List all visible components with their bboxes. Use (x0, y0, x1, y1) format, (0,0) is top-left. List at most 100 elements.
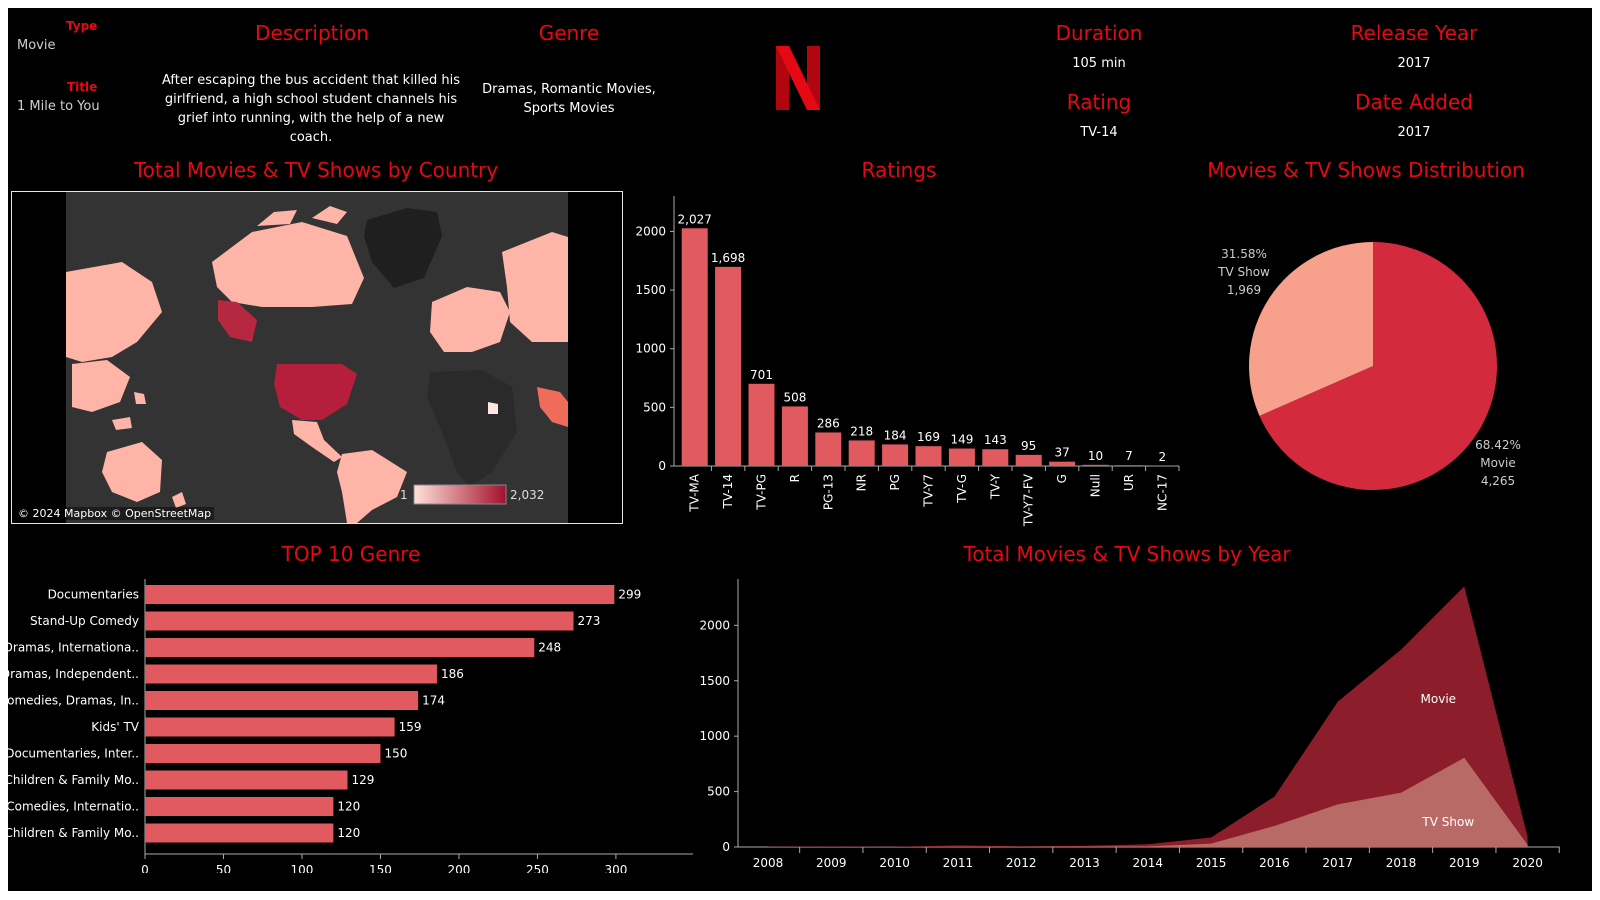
year-ytick-label: 2000 (699, 618, 730, 632)
genre-value-label: 299 (618, 588, 641, 602)
genre-value: Dramas, Romantic Movies, Sports Movies (482, 82, 656, 116)
ratings-category-label: TV-Y7-FV (1022, 473, 1036, 527)
ratings-value-label: 2 (1158, 450, 1166, 464)
distribution-title: Movies & TV Shows Distribution (1207, 158, 1525, 182)
year-chart-title: Total Movies & TV Shows by Year (963, 542, 1291, 566)
ratings-bar (781, 406, 808, 466)
dashboard: Type Movie Title 1 Mile to You Descripti… (8, 8, 1592, 891)
genre-bar (145, 664, 437, 684)
year-xtick-label: 2018 (1386, 856, 1417, 870)
genre-category-label: Documentaries, Inter.. (8, 747, 139, 761)
genre-value-label: 159 (399, 720, 422, 734)
ratings-bar (1015, 454, 1042, 466)
genre-category-label: Children & Family Mo.. (8, 826, 139, 840)
release-year-value: 2017 (1397, 56, 1431, 71)
ratings-category-label: UR (1122, 474, 1136, 491)
ratings-category-label: TV-PG (755, 474, 769, 511)
ratings-value-label: 508 (783, 390, 806, 404)
genre-value-label: 174 (422, 694, 445, 708)
genre-xtick-label: 50 (216, 863, 231, 873)
year-series-label-tv-show: TV Show (1421, 815, 1474, 829)
year-xtick-label: 2015 (1196, 856, 1227, 870)
ratings-category-label: NR (855, 474, 869, 491)
genre-category-label: Dramas, Independent.. (8, 667, 139, 681)
pie-pct-label: 31.58% (1221, 247, 1267, 261)
year-xtick-label: 2014 (1133, 856, 1164, 870)
genre-value-label: 273 (578, 614, 601, 628)
ratings-category-label: TV-Y (988, 473, 1002, 500)
date-added-value: 2017 (1397, 125, 1431, 140)
ratings-ytick-label: 2000 (635, 224, 666, 238)
duration-value: 105 min (1072, 56, 1126, 71)
pie-name-label: Movie (1480, 456, 1516, 470)
ratings-category-label: TV-14 (721, 474, 735, 509)
year-series-label-movie: Movie (1421, 692, 1457, 706)
ratings-value-label: 95 (1021, 439, 1036, 453)
rating-value: TV-14 (1080, 125, 1118, 140)
ratings-value-label: 169 (917, 430, 940, 444)
year-xtick-label: 2019 (1449, 856, 1480, 870)
ratings-category-label: G (1055, 474, 1069, 483)
genre-xtick-label: 150 (369, 863, 392, 873)
year-xtick-label: 2020 (1512, 856, 1543, 870)
description-value: After escaping the bus accident that kil… (161, 73, 461, 145)
year-area-tv-show (768, 757, 1528, 847)
ratings-value-label: 149 (950, 433, 973, 447)
ratings-value-label: 37 (1054, 446, 1069, 460)
pie-name-label: TV Show (1217, 265, 1270, 279)
pie-value-label: 4,265 (1481, 474, 1515, 488)
type-value: Movie (17, 38, 56, 53)
ratings-bar (681, 228, 708, 466)
ratings-category-label: TV-G (955, 474, 969, 504)
ratings-ytick-label: 1500 (635, 283, 666, 297)
genre-value-label: 186 (441, 667, 464, 681)
map-legend-min: 1 (400, 488, 408, 502)
year-ytick-label: 1500 (699, 674, 730, 688)
genre-value-label: 248 (538, 641, 561, 655)
genre-xtick-label: 250 (526, 863, 549, 873)
genre-value-label: 120 (337, 826, 360, 840)
year-ytick-label: 0 (722, 840, 730, 854)
ratings-ytick-label: 1000 (635, 342, 666, 356)
genre-value-label: 150 (384, 747, 407, 761)
map-attribution[interactable]: © 2024 Mapbox © OpenStreetMap (15, 507, 215, 520)
year-xtick-label: 2011 (943, 856, 974, 870)
country-map[interactable]: 1 2,032 © 2024 Mapbox © OpenStreetMap (11, 191, 623, 524)
genre-xtick-label: 200 (447, 863, 470, 873)
genre-xtick-label: 300 (604, 863, 627, 873)
year-xtick-label: 2013 (1069, 856, 1100, 870)
genre-category-label: Documentaries (48, 588, 139, 602)
ratings-value-label: 7 (1125, 449, 1133, 463)
genre-bar (145, 611, 574, 631)
genre-bar (145, 717, 395, 737)
ratings-value-label: 143 (984, 433, 1007, 447)
year-xtick-label: 2016 (1259, 856, 1290, 870)
ratings-ytick-label: 500 (643, 400, 666, 414)
ratings-bar (748, 383, 775, 466)
ratings-value-label: 701 (750, 368, 773, 382)
ratings-value-label: 2,027 (678, 212, 712, 226)
ratings-bar (982, 449, 1009, 466)
year-ytick-label: 1000 (699, 729, 730, 743)
genre-category-label: Comedies, Dramas, In.. (8, 694, 139, 708)
genre-category-label: Comedies, Internatio.. (8, 800, 139, 814)
genre-xtick-label: 0 (141, 863, 149, 873)
pie-value-label: 1,969 (1227, 283, 1261, 297)
year-chart: 0 500 1000 1500 2000 2008 2009 2010 2011 2012 2013… (699, 579, 1560, 870)
genre-bar (145, 744, 381, 763)
ratings-category-label: PG-13 (821, 474, 835, 510)
ratings-value-label: 286 (817, 416, 840, 430)
genre-chart-title: TOP 10 Genre (281, 542, 421, 566)
genre-category-label: Dramas, Internationa.. (8, 641, 139, 655)
pie-pct-label: 68.42% (1475, 438, 1521, 452)
pie-slice-movie (1259, 242, 1497, 490)
ratings-category-label: Null (1089, 474, 1103, 497)
ratings-category-label: NC-17 (1155, 474, 1169, 511)
type-label: Type (66, 19, 98, 33)
genre-category-label: Stand-Up Comedy (30, 614, 139, 628)
netflix-logo (776, 46, 820, 110)
year-xtick-label: 2008 (753, 856, 784, 870)
map-legend-gradient (413, 484, 507, 505)
ratings-chart: 0 500 1000 1500 2000 2,027 TV-MA 1,698 TV-14 701 T… (635, 196, 1180, 527)
date-added-label: Date Added (1355, 90, 1473, 114)
